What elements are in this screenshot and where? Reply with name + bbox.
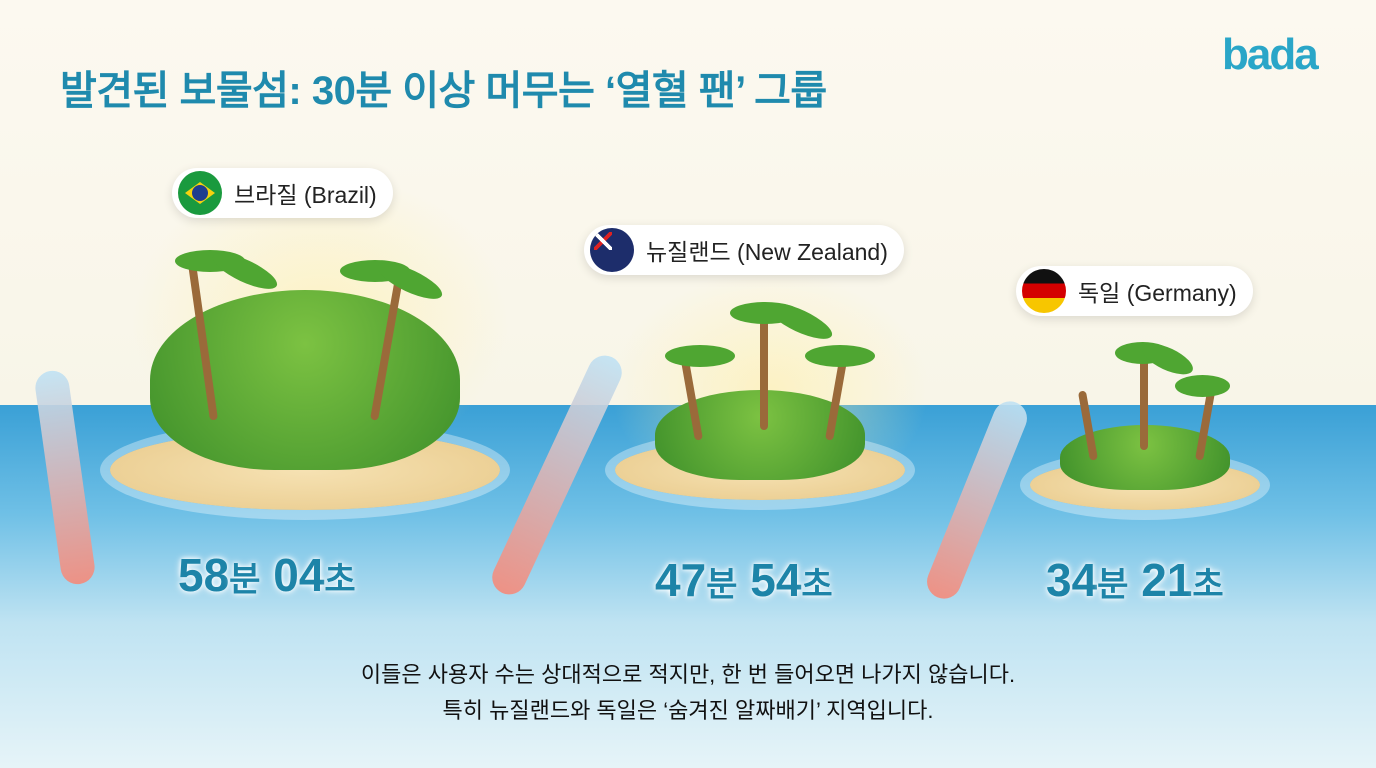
dwell-time-brazil: 58분 04초 [178, 549, 356, 601]
country-label-new-zealand: 뉴질랜드 (New Zealand) [584, 225, 904, 275]
island-new-zealand [615, 290, 915, 510]
island-brazil [110, 230, 510, 520]
caption: 이들은 사용자 수는 상대적으로 적지만, 한 번 들어오면 나가지 않습니다.… [0, 657, 1376, 729]
new-zealand-flag-icon [590, 228, 634, 272]
caption-line: 이들은 사용자 수는 상대적으로 적지만, 한 번 들어오면 나가지 않습니다. [360, 662, 1016, 687]
page-title: 발견된 보물섬: 30분 이상 머무는 ‘열혈 팬’ 그룹 [60, 69, 827, 113]
brazil-flag-icon [178, 171, 222, 215]
caption-line: 특히 뉴질랜드와 독일은 ‘숨겨진 알짜배기’ 지역입니다. [442, 698, 934, 723]
logo: bada [1222, 30, 1319, 79]
dwell-time-germany: 34분 21초 [1046, 554, 1224, 606]
country-name: 독일 (Germany) [1078, 280, 1237, 306]
island-germany [1030, 330, 1270, 510]
dwell-time-new-zealand: 47분 54초 [655, 554, 833, 606]
country-name: 뉴질랜드 (New Zealand) [646, 239, 888, 265]
country-name: 브라질 (Brazil) [234, 182, 377, 208]
germany-flag-icon [1022, 269, 1066, 313]
country-label-germany: 독일 (Germany) [1016, 266, 1253, 316]
country-label-brazil: 브라질 (Brazil) [172, 168, 393, 218]
